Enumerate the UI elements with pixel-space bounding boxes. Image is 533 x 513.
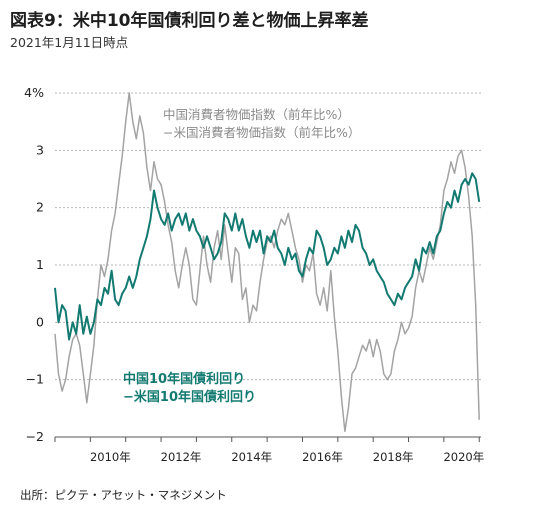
yield-diff-series-line — [54, 172, 481, 341]
cpi-series-label-line1: 中国消費者物価指数（前年比%） — [163, 107, 350, 122]
chart-title: 図表9：米中10年国債利回り差と物価上昇率差 — [10, 11, 369, 31]
y-tick-label: 2 — [36, 200, 44, 215]
series-labels: 中国消費者物価指数（前年比%） −米国消費者物価指数（前年比%） 中国10年国債… — [123, 107, 360, 405]
series-lines — [54, 92, 481, 433]
y-axis-labels: 4% 3 2 1 0 −1 −2 — [24, 85, 44, 444]
y-tick-label: 1 — [36, 257, 44, 272]
x-tick-label: 2018年 — [373, 450, 414, 464]
source-note: 出所：ピクテ・アセット・マネジメント — [20, 488, 227, 502]
y-tick-label: 0 — [36, 314, 44, 329]
y-tick-label: 3 — [36, 142, 44, 157]
x-tick-label: 2012年 — [161, 450, 202, 464]
x-tick-label: 2014年 — [231, 450, 272, 464]
y-tick-label: −2 — [26, 429, 44, 444]
yield-series-label-line2: −米国10年国債利回り — [123, 389, 256, 405]
x-axis: 2010年 2012年 2014年 2016年 2018年 2020年 — [54, 436, 484, 464]
yield-series-label-line1: 中国10年国債利回り — [123, 371, 245, 387]
x-tick-label: 2020年 — [443, 450, 484, 464]
y-tick-label: −1 — [26, 372, 44, 387]
cpi-diff-series-line — [54, 92, 480, 433]
cpi-series-label-line2: −米国消費者物価指数（前年比%） — [163, 125, 360, 140]
y-tick-label: 4% — [24, 85, 44, 100]
x-tick-label: 2016年 — [302, 450, 343, 464]
chart-subtitle: 2021年1月11日時点 — [10, 35, 129, 50]
x-tick-label: 2010年 — [90, 450, 131, 464]
